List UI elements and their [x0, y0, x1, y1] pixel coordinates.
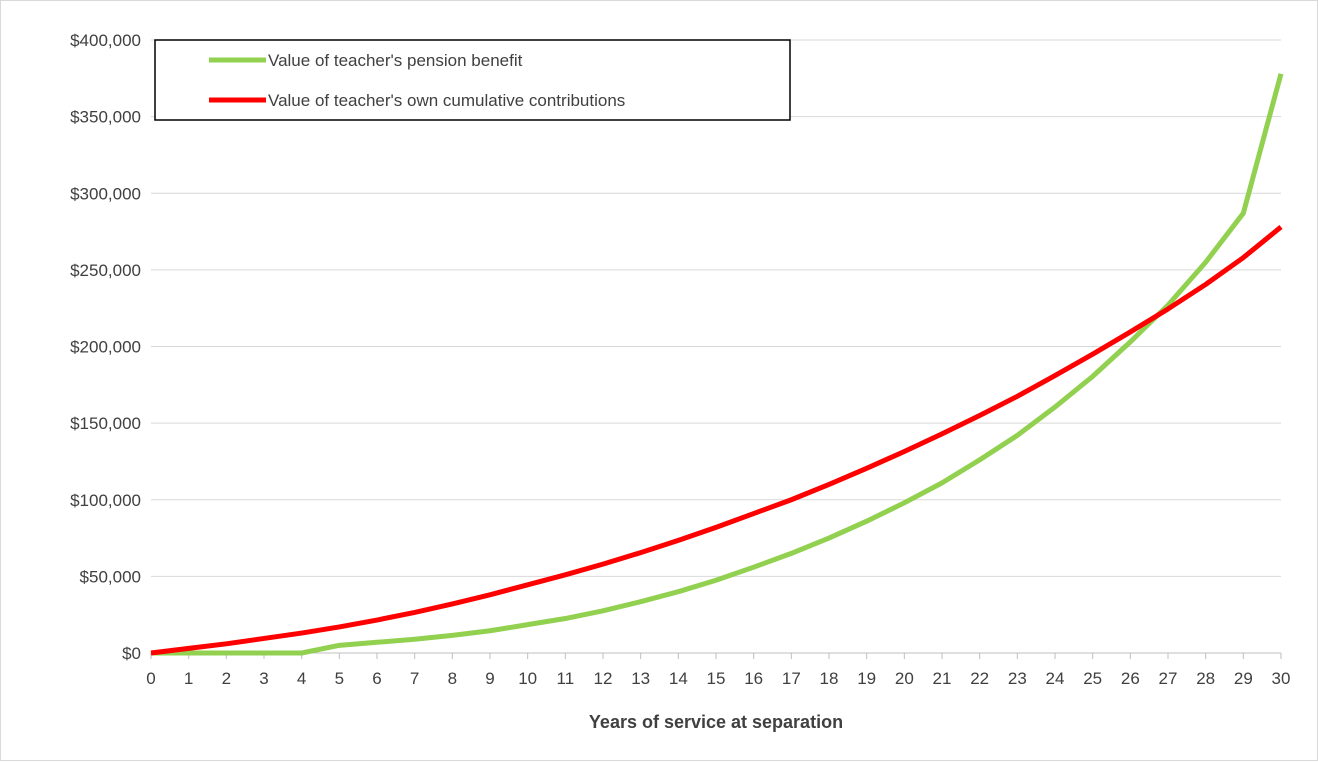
series-line-own-contributions [150, 225, 1283, 656]
x-tick-label: 10 [518, 669, 537, 688]
legend-label-pension-benefit: Value of teacher's pension benefit [268, 51, 523, 70]
x-tick-label: 22 [970, 669, 989, 688]
x-tick-label: 27 [1159, 669, 1178, 688]
y-tick-label: $300,000 [70, 184, 141, 203]
x-tick-label: 3 [259, 669, 268, 688]
y-tick-label: $250,000 [70, 261, 141, 280]
legend-label-own-contributions: Value of teacher's own cumulative contri… [268, 91, 625, 110]
x-tick-label: 4 [297, 669, 306, 688]
x-tick-label: 15 [707, 669, 726, 688]
y-tick-label: $200,000 [70, 338, 141, 357]
x-tick-label: 1 [184, 669, 193, 688]
x-tick-label: 12 [594, 669, 613, 688]
x-tick-label: 20 [895, 669, 914, 688]
x-tick-label: 17 [782, 669, 801, 688]
x-tick-label: 19 [857, 669, 876, 688]
y-tick-label: $100,000 [70, 491, 141, 510]
x-tick-label: 18 [820, 669, 839, 688]
series-lines [150, 73, 1284, 656]
x-tick-label: 24 [1046, 669, 1065, 688]
x-tick-label: 5 [335, 669, 344, 688]
x-tick-label: 29 [1234, 669, 1253, 688]
x-tick-label: 11 [557, 669, 575, 688]
axes: $0 $50,000 $100,000 $150,000 $200,000 $250,00… [70, 31, 1290, 688]
x-tick-label: 21 [933, 669, 952, 688]
y-tick-label: $0 [122, 644, 141, 663]
x-axis-title: Years of service at separation [589, 712, 843, 732]
x-tick-label: 30 [1272, 669, 1291, 688]
x-tick-label: 28 [1196, 669, 1215, 688]
x-tick-label: 26 [1121, 669, 1140, 688]
series-line-pension-benefit [151, 73, 1284, 656]
x-tick-label: 0 [146, 669, 155, 688]
y-tick-label: $350,000 [70, 108, 141, 127]
x-tick-label: 9 [485, 669, 494, 688]
x-tick-label: 23 [1008, 669, 1027, 688]
y-tick-label: $400,000 [70, 31, 141, 50]
x-tick-label: 8 [448, 669, 457, 688]
y-tick-label: $50,000 [80, 567, 141, 586]
legend: Value of teacher's pension benefit Value… [154, 39, 791, 121]
x-tick-label: 14 [669, 669, 688, 688]
x-tick-label: 6 [372, 669, 381, 688]
x-tick-label: 7 [410, 669, 419, 688]
y-tick-label: $150,000 [70, 414, 141, 433]
x-tick-label: 2 [222, 669, 231, 688]
legend-box [154, 39, 791, 121]
x-tick-label: 25 [1083, 669, 1102, 688]
x-tick-label: 13 [631, 669, 650, 688]
x-tick-label: 16 [744, 669, 763, 688]
